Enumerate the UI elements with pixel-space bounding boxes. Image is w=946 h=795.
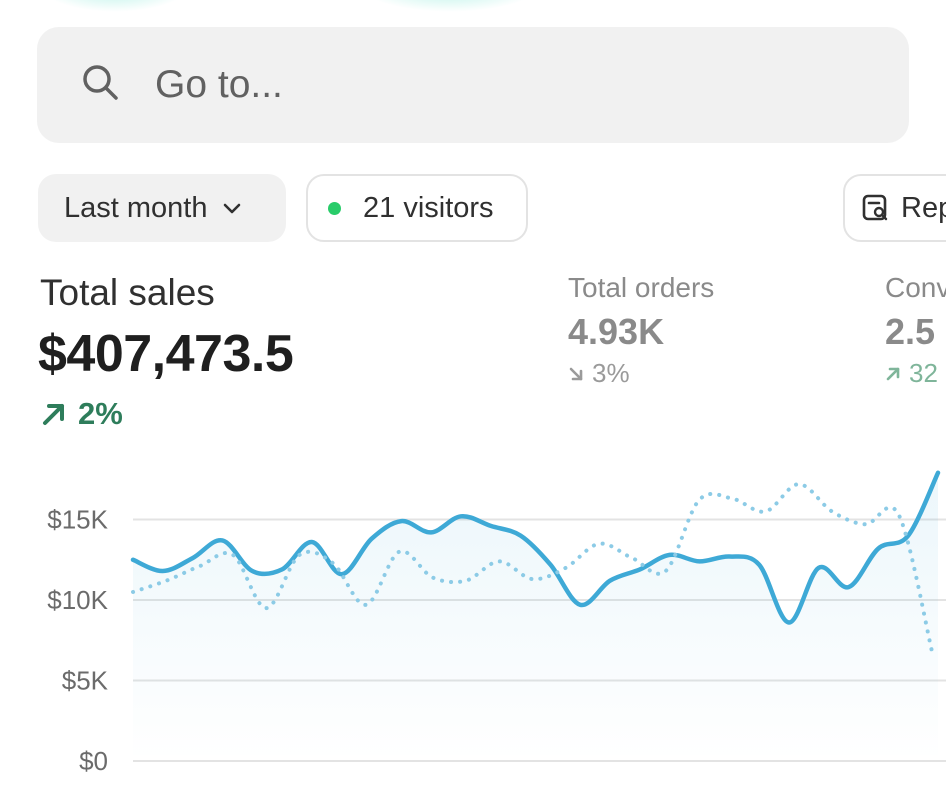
report-button[interactable]: Rep xyxy=(843,174,946,242)
date-range-label: Last month xyxy=(64,191,208,224)
live-visitors-button[interactable]: 21 visitors xyxy=(306,174,528,242)
y-tick-label: $15K xyxy=(47,505,108,535)
total-orders-change: 3% xyxy=(568,358,630,389)
total-orders-change-value: 3% xyxy=(592,358,630,388)
date-range-button[interactable]: Last month xyxy=(38,174,286,242)
comparison-series-line xyxy=(131,482,934,654)
arrow-down-right-icon xyxy=(569,367,583,380)
total-orders-value: 4.93K xyxy=(568,311,665,352)
sales-series-line xyxy=(130,470,941,625)
decorative-glow-right xyxy=(360,0,540,12)
y-tick-label: $0 xyxy=(79,746,108,776)
report-label: Rep xyxy=(901,191,946,224)
conversion-change: 32 xyxy=(885,358,938,389)
conversion-label: Conv xyxy=(885,272,946,303)
search-input[interactable] xyxy=(155,63,755,107)
chevron-down-icon xyxy=(224,203,241,214)
arrow-up-right-icon xyxy=(886,367,900,380)
total-sales-change: 2% xyxy=(40,396,123,432)
conversion-value: 2.5 xyxy=(885,311,936,352)
conversion-change-value: 32 xyxy=(909,358,938,388)
sales-area-fill xyxy=(133,472,938,761)
search-bar[interactable] xyxy=(37,27,909,143)
visitors-label: 21 visitors xyxy=(363,191,494,224)
total-orders-label: Total orders xyxy=(568,272,715,303)
live-indicator-icon xyxy=(328,201,341,215)
search-icon xyxy=(81,63,121,108)
arrow-up-right-icon xyxy=(43,404,64,425)
total-sales-value: $407,473.5 xyxy=(38,325,294,383)
report-icon xyxy=(862,194,888,221)
sales-chart: $0 $5K $10K $15K xyxy=(47,470,946,776)
y-tick-label: $10K xyxy=(47,585,108,615)
total-sales-label: Total sales xyxy=(40,272,215,313)
decorative-glow-left xyxy=(40,0,190,12)
y-tick-label: $5K xyxy=(62,666,109,696)
total-sales-change-value: 2% xyxy=(78,396,123,431)
